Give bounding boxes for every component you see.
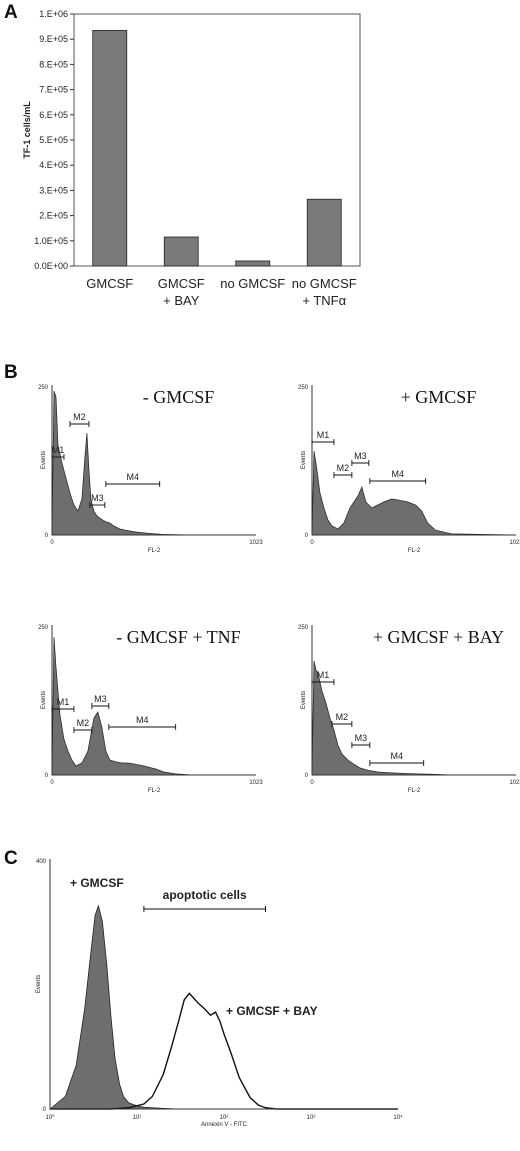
gate-marker-label: M3 (355, 733, 368, 743)
panel-a-y-tick-label: 8.E+05 (39, 59, 68, 69)
histogram-y-axis-label: Events (301, 691, 307, 709)
panel-a-bar (306, 198, 342, 267)
gate-marker-label: M4 (127, 472, 140, 482)
panel-c-x-tick-label: 10² (220, 1115, 229, 1121)
panel-a-y-tick-label: 5.E+05 (39, 135, 68, 145)
panel-c-series-area (48, 904, 398, 1110)
histogram-x-max-label: 1023 (249, 780, 263, 786)
panel-a-letter: A (4, 2, 18, 23)
panel-a-y-tick-label: 1.0E+05 (34, 236, 68, 246)
histogram-title: - GMCSF (143, 387, 215, 407)
panel-c-x-tick-label: 10⁰ (45, 1114, 55, 1121)
panel-a-category-label: + BAY (163, 293, 200, 308)
gate-marker-label: M4 (390, 751, 403, 761)
panel-c-x-tick-label: 10⁴ (393, 1114, 403, 1121)
panel-a-y-tick-label: 9.E+05 (39, 34, 68, 44)
panel-a-category-label: no GMCSF (292, 276, 357, 291)
panel-a-y-tick-label: 6.E+05 (39, 110, 68, 120)
histogram-y-axis-label: Events (41, 691, 47, 709)
histogram-y-axis-label: Events (41, 451, 47, 469)
panel-a-bar-chart: TF-1 cells/mL 0.0E+00 1.0E+05 2.E+05 3.E+05… (22, 9, 361, 308)
histogram-y-max-label: 250 (38, 385, 49, 391)
histogram-x-axis-label: FL-2 (408, 548, 421, 554)
panel-a-y-tick-label: 0.0E+00 (34, 261, 68, 271)
histogram-x-min-label: 0 (310, 780, 314, 786)
panel-a-y-tick-label: 3.E+05 (39, 185, 68, 195)
panel-a-y-tick-label: 1.E+06 (39, 9, 68, 19)
panel-a-bar (235, 260, 271, 267)
panel-a-category-label: no GMCSF (220, 276, 285, 291)
gate-marker-label: M1 (57, 697, 70, 707)
histogram-area (51, 390, 256, 536)
histogram-x-min-label: 0 (50, 540, 54, 546)
panel-b-letter: B (4, 362, 18, 383)
panel-c-letter: C (4, 848, 18, 869)
histogram-x-max-label: 1023 (509, 780, 520, 786)
panel-c-series-line (50, 992, 398, 1110)
panel-a-category-label: + TNFα (302, 293, 346, 308)
panel-a-y-tick-label: 4.E+05 (39, 160, 68, 170)
panel-c-annotation-gmcsf-bay: + GMCSF + BAY (226, 1004, 318, 1018)
histogram-x-max-label: 1023 (509, 540, 520, 546)
panel-a-bar (163, 236, 199, 267)
histogram-y-max-label: 250 (298, 625, 309, 631)
histogram-title: - GMCSF + TNF (116, 627, 240, 647)
panel-a-y-tick-label: 7.E+05 (39, 85, 68, 95)
histogram-y-max-label: 250 (298, 385, 309, 391)
panel-a-y-tick-label: 2.E+05 (39, 211, 68, 221)
gate-marker-label: M1 (317, 430, 330, 440)
panel-a-bar (92, 29, 128, 267)
gate-marker-label: M3 (94, 694, 107, 704)
histogram-x-max-label: 1023 (249, 540, 263, 546)
histogram-x-min-label: 0 (310, 540, 314, 546)
panel-c-y-min-label: 0 (43, 1107, 47, 1113)
gate-marker-label: M4 (391, 469, 404, 479)
histogram-x-min-label: 0 (50, 780, 54, 786)
panel-c-annotation-apoptotic: apoptotic cells (163, 888, 247, 902)
histogram-area (311, 450, 517, 536)
panel-a-category-label: GMCSF (86, 276, 133, 291)
panel-a-category-label: GMCSF (158, 276, 205, 291)
histogram-y-min-label: 0 (45, 773, 49, 779)
histogram-area (51, 636, 256, 776)
panel-c-annexin-histogram: 400 0 Events 10⁰ 10¹ 10² 10³ 10⁴ Annexin V - FIT… (36, 859, 403, 1128)
gate-marker-label: M1 (52, 445, 65, 455)
panel-c-y-max-label: 400 (36, 859, 47, 865)
panel-c-x-axis-label: Annexin V - FITC (201, 1122, 248, 1128)
gate-marker-label: M1 (317, 670, 330, 680)
histogram-y-max-label: 250 (38, 625, 49, 631)
gate-marker-label: M2 (73, 412, 86, 422)
histogram-y-min-label: 0 (305, 533, 309, 539)
histogram-y-min-label: 0 (305, 773, 309, 779)
histogram-title: + GMCSF + BAY (373, 627, 504, 647)
histogram-x-axis-label: FL-2 (148, 548, 161, 554)
histogram-title: + GMCSF (401, 387, 477, 407)
gate-marker-label: M3 (91, 493, 104, 503)
histogram-y-axis-label: Events (301, 451, 307, 469)
gate-marker-label: M2 (337, 463, 350, 473)
histogram-x-axis-label: FL-2 (408, 788, 421, 794)
gate-marker-label: M3 (354, 451, 367, 461)
gate-marker-label: M4 (136, 715, 149, 725)
panel-c-y-axis-label: Events (36, 975, 42, 993)
gate-marker-label: M2 (77, 718, 90, 728)
panel-a-y-axis-label: TF-1 cells/mL (22, 101, 32, 159)
histogram-y-min-label: 0 (45, 533, 49, 539)
histogram-x-axis-label: FL-2 (148, 788, 161, 794)
gate-marker-label: M2 (336, 712, 349, 722)
panel-c-x-tick-label: 10³ (307, 1115, 316, 1121)
panel-c-annotation-gmcsf: + GMCSF (70, 876, 124, 890)
panel-c-x-tick-label: 10¹ (133, 1115, 142, 1121)
